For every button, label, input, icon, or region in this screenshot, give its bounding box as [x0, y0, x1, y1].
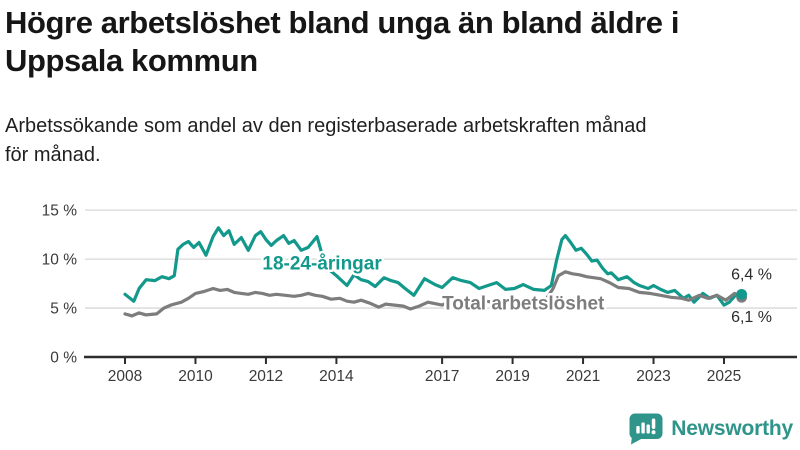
x-axis-tick-label: 2019	[495, 368, 529, 385]
series-line-Total arbetslöshet	[123, 270, 744, 318]
chart-subtitle-line-2: för månad.	[5, 144, 101, 166]
chart-subtitle: Arbetssökande som andel av den registerb…	[5, 112, 793, 170]
y-axis-tick-label: 10 %	[42, 252, 78, 269]
end-value-label-Total arbetslöshet: 6,1 %	[731, 309, 772, 326]
series-line-18-24-åringar	[123, 226, 744, 307]
x-axis-tick-label: 2023	[636, 368, 670, 385]
chart-subtitle-line-1: Arbetssökande som andel av den registerb…	[5, 115, 647, 137]
x-axis-tick-label: 2012	[249, 368, 283, 385]
end-value-label-18-24-åringar: 6,4 %	[731, 266, 772, 283]
y-axis-tick-label: 5 %	[50, 301, 77, 318]
series-end-dot-18-24-åringar	[736, 288, 748, 300]
series-inline-label-Total arbetslöshet: Total arbetslöshet	[442, 294, 605, 315]
x-axis-tick-label: 2017	[425, 368, 459, 385]
x-axis-tick-label: 2014	[319, 368, 354, 385]
newsworthy-logo: Newsworthy	[629, 413, 793, 445]
y-axis-tick-label: 15 %	[42, 203, 78, 220]
x-axis-tick-label: 2010	[178, 368, 213, 385]
x-axis-tick-label: 2008	[108, 368, 142, 385]
y-axis-tick-label: 0 %	[50, 350, 77, 367]
newsworthy-logo-icon	[629, 413, 663, 445]
chart-title-line-2: Uppsala kommun	[5, 43, 258, 78]
chart-title: Högre arbetslöshet bland unga än bland ä…	[5, 4, 793, 80]
chart-title-line-1: Högre arbetslöshet bland unga än bland ä…	[5, 5, 680, 40]
newsworthy-logo-text: Newsworthy	[671, 417, 793, 440]
x-axis-tick-label: 2021	[566, 368, 600, 385]
x-axis-tick-label: 2025	[707, 368, 741, 385]
series-inline-label-18-24-åringar: 18-24-åringar	[262, 253, 382, 274]
